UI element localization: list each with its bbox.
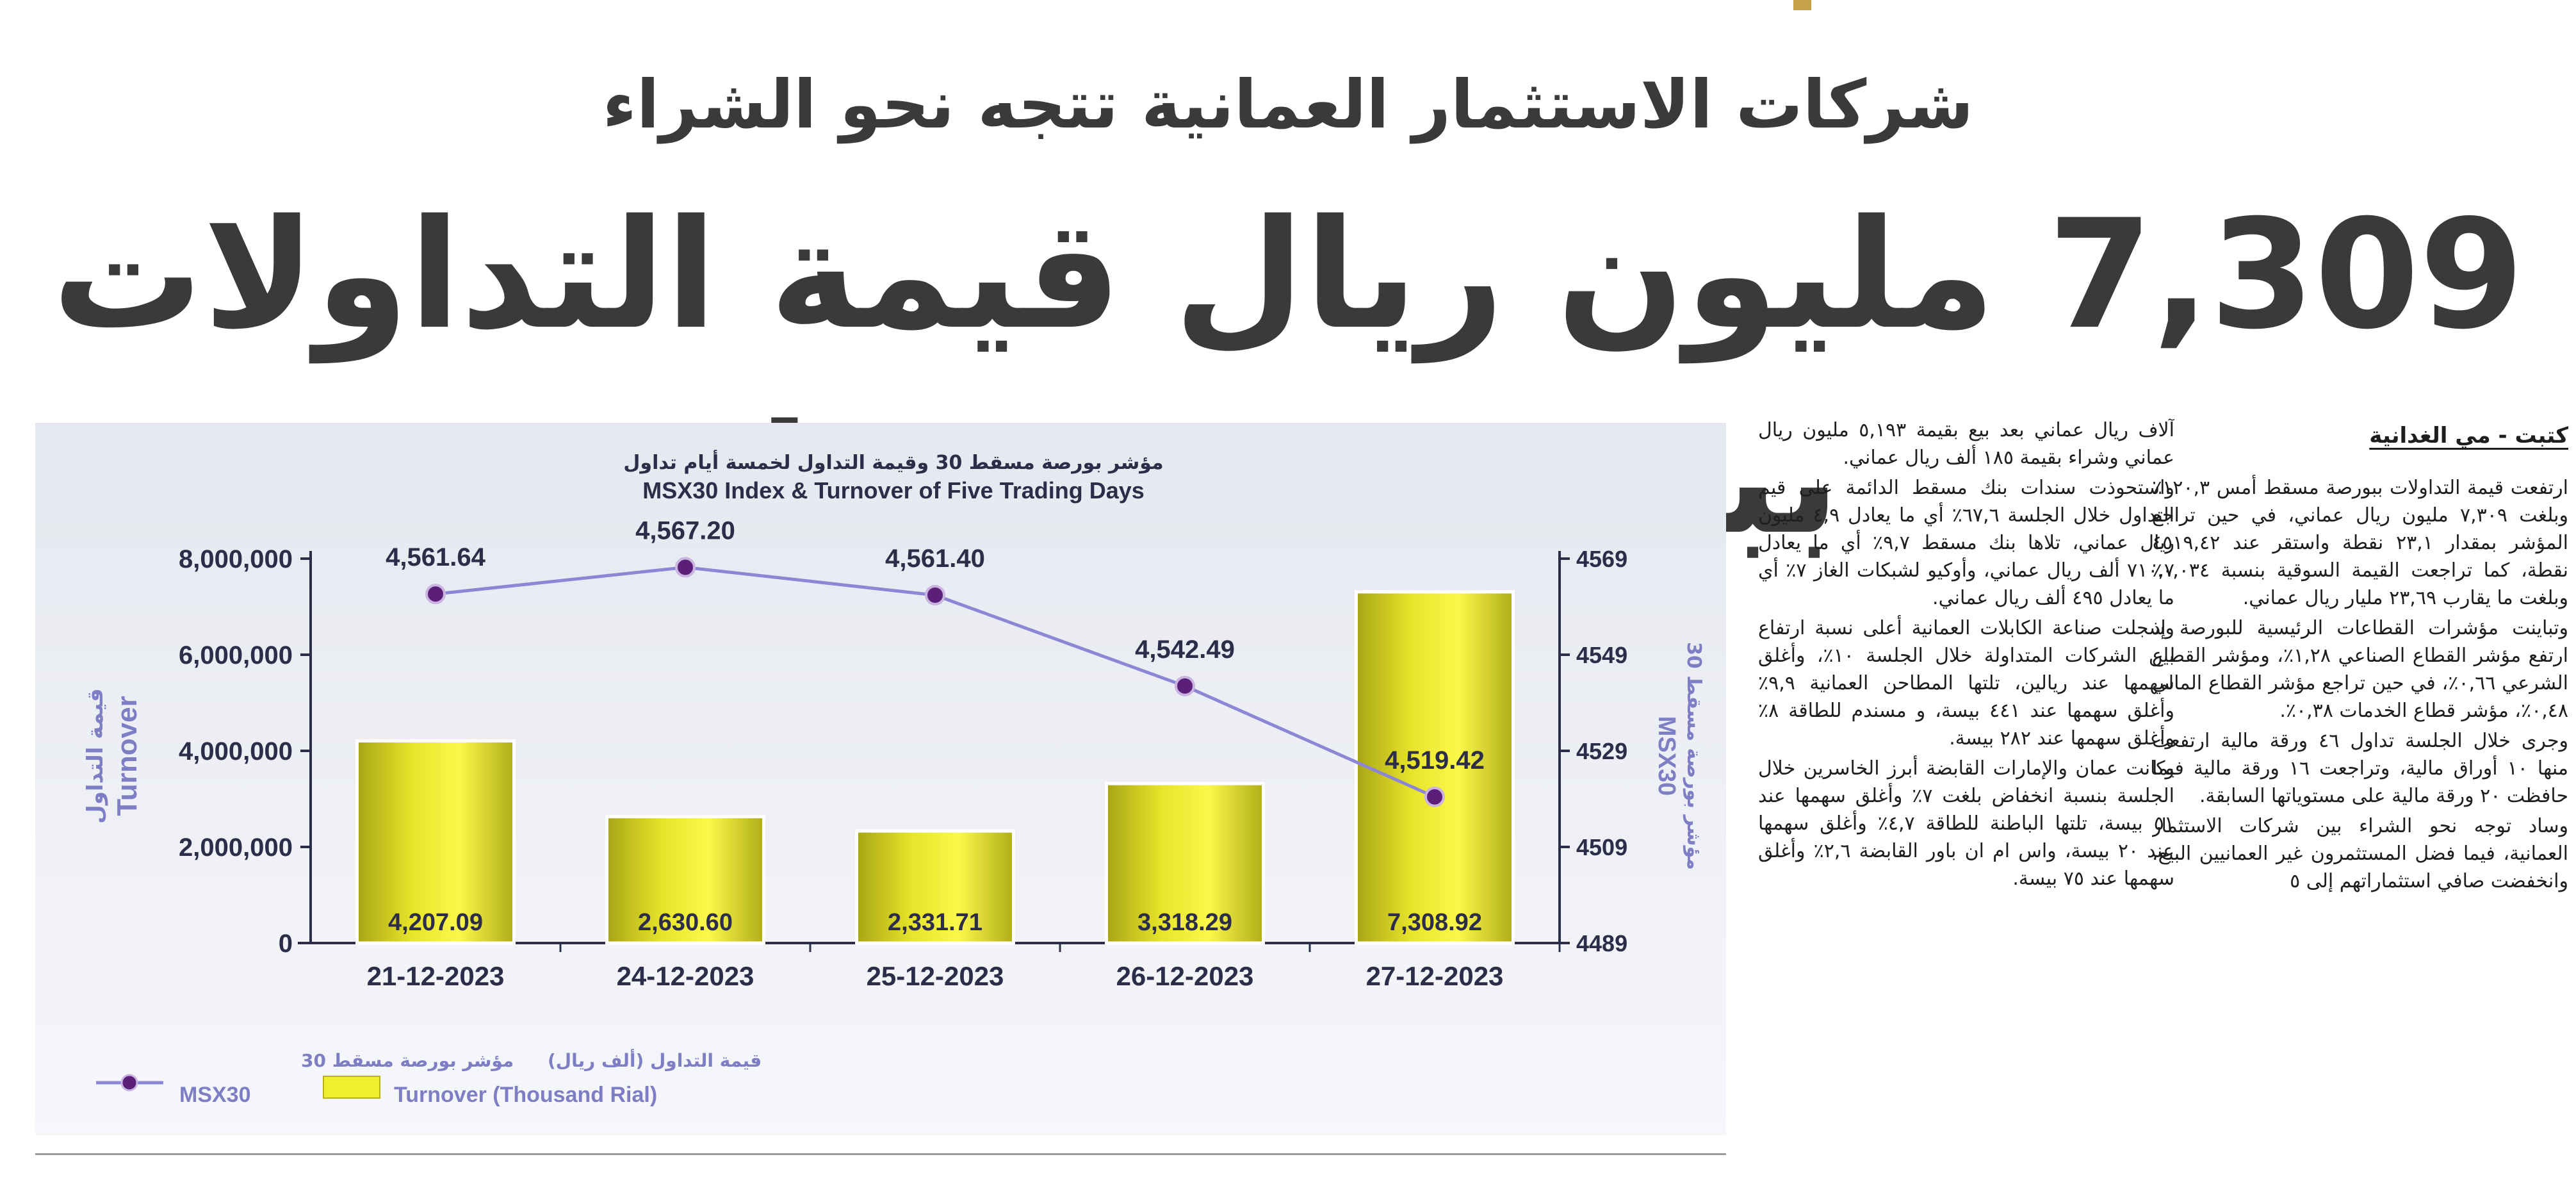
legend-msx30-label-ar: مؤشر بورصة مسقط 30: [301, 1050, 514, 1071]
right-tick-label: 4489: [1576, 930, 1627, 956]
left-tick-label: 2,000,000: [179, 833, 293, 862]
legend-bar-swatch: [323, 1076, 380, 1099]
paragraph: وسجلت صناعة الكابلات العمانية أعلى نسبة …: [1758, 617, 2174, 750]
turnover-bar: [355, 739, 516, 945]
legend-turnover-label-ar: قيمة التداول (ألف ريال): [548, 1049, 762, 1071]
left-tick-label: 6,000,000: [179, 641, 293, 669]
right-tick-label: 4549: [1576, 642, 1627, 668]
x-tick-label: 21-12-2023: [367, 961, 505, 991]
turnover-bar: [1105, 782, 1265, 945]
left-tick-label: 8,000,000: [179, 545, 293, 573]
turnover-bar: [855, 829, 1015, 945]
bar-value-label: 3,318.29: [1137, 909, 1232, 936]
right-tick-label: 4569: [1576, 546, 1627, 572]
byline: كتبت - مي الغدانية: [2369, 423, 2568, 448]
article-column-1: كتبت - مي الغدانية ارتفعت قيمة التداولات…: [2152, 416, 2568, 1172]
bar-value-label: 2,630.60: [638, 909, 733, 936]
left-axis-title: Turnover: [111, 696, 143, 816]
legend-line-marker: [120, 1074, 138, 1092]
right-axis-title-ar: مؤشر بورصة مسقط 30: [1683, 642, 1705, 870]
msx30-point-label: 4,561.64: [386, 543, 485, 571]
paragraph: واستحوذت سندات بنك مسقط الدائمة على قيم …: [1758, 477, 2174, 609]
paragraph: وكانت عمان والإمارات القابضة أبرز الخاسر…: [1758, 757, 2174, 890]
top-ornament: [1793, 0, 1811, 10]
legend-msx30-label: MSX30: [179, 1083, 251, 1107]
msx30-point-label: 4,519.42: [1385, 746, 1485, 775]
msx30-turnover-chart: مؤشر بورصة مسقط 30 وقيمة التداول لخمسة أ…: [83, 450, 1705, 1107]
legend-turnover-label: Turnover (Thousand Rial): [394, 1083, 657, 1107]
turnover-bar: [1355, 590, 1515, 945]
msx30-point-label: 4,567.20: [635, 517, 735, 545]
msx30-point-label: 4,561.40: [885, 545, 985, 573]
right-tick-label: 4529: [1576, 738, 1627, 764]
x-tick-label: 25-12-2023: [867, 961, 1004, 991]
x-tick-label: 27-12-2023: [1366, 961, 1504, 991]
chart-title-ar: مؤشر بورصة مسقط 30 وقيمة التداول لخمسة أ…: [623, 450, 1163, 474]
article-subheadline: شركات الاستثمار العمانية تتجه نحو الشراء: [602, 65, 1974, 144]
msx30-point: [1424, 786, 1445, 807]
msx30-point: [925, 585, 945, 605]
paragraph: وساد توجه نحو الشراء بين شركات الاستثمار…: [2152, 815, 2568, 892]
left-tick-label: 0: [279, 930, 293, 958]
msx30-point: [425, 584, 446, 605]
chart-panel: مؤشر بورصة مسقط 30 وقيمة التداول لخمسة أ…: [35, 423, 1726, 1135]
article-headline: 7,309 مليون ريال قيمة التداولات ببورصة م…: [52, 188, 2527, 568]
paragraph: وجرى خلال الجلسة تداول ٤٦ ورقة مالية ارت…: [2152, 730, 2568, 807]
turnover-bar: [605, 815, 765, 945]
x-tick-label: 26-12-2023: [1116, 961, 1254, 991]
chart-title: MSX30 Index & Turnover of Five Trading D…: [642, 477, 1145, 504]
right-axis-title: MSX30: [1653, 716, 1680, 796]
paragraph: ارتفعت قيمة التداولات ببورصة مسقط أمس ١٢…: [2152, 477, 2568, 609]
msx30-point-label: 4,542.49: [1135, 636, 1235, 664]
bottom-rule: [35, 1153, 1726, 1155]
bar-value-label: 2,331.71: [888, 909, 982, 936]
paragraph: وتباينت مؤشرات القطاعات الرئيسية للبورصة…: [2152, 617, 2568, 722]
paragraph: آلاف ريال عماني بعد بيع بقيمة ٥,١٩٣ مليو…: [1758, 419, 2174, 469]
left-tick-label: 4,000,000: [179, 737, 293, 766]
msx30-point: [675, 557, 696, 578]
bar-value-label: 7,308.92: [1387, 909, 1482, 936]
article-column-2: آلاف ريال عماني بعد بيع بقيمة ٥,١٩٣ مليو…: [1758, 416, 2174, 1172]
bar-value-label: 4,207.09: [388, 909, 483, 936]
right-tick-label: 4509: [1576, 834, 1627, 860]
msx30-point: [1175, 675, 1195, 696]
left-axis-title-ar: قيمة التداول: [83, 688, 108, 824]
x-tick-label: 24-12-2023: [617, 961, 754, 991]
